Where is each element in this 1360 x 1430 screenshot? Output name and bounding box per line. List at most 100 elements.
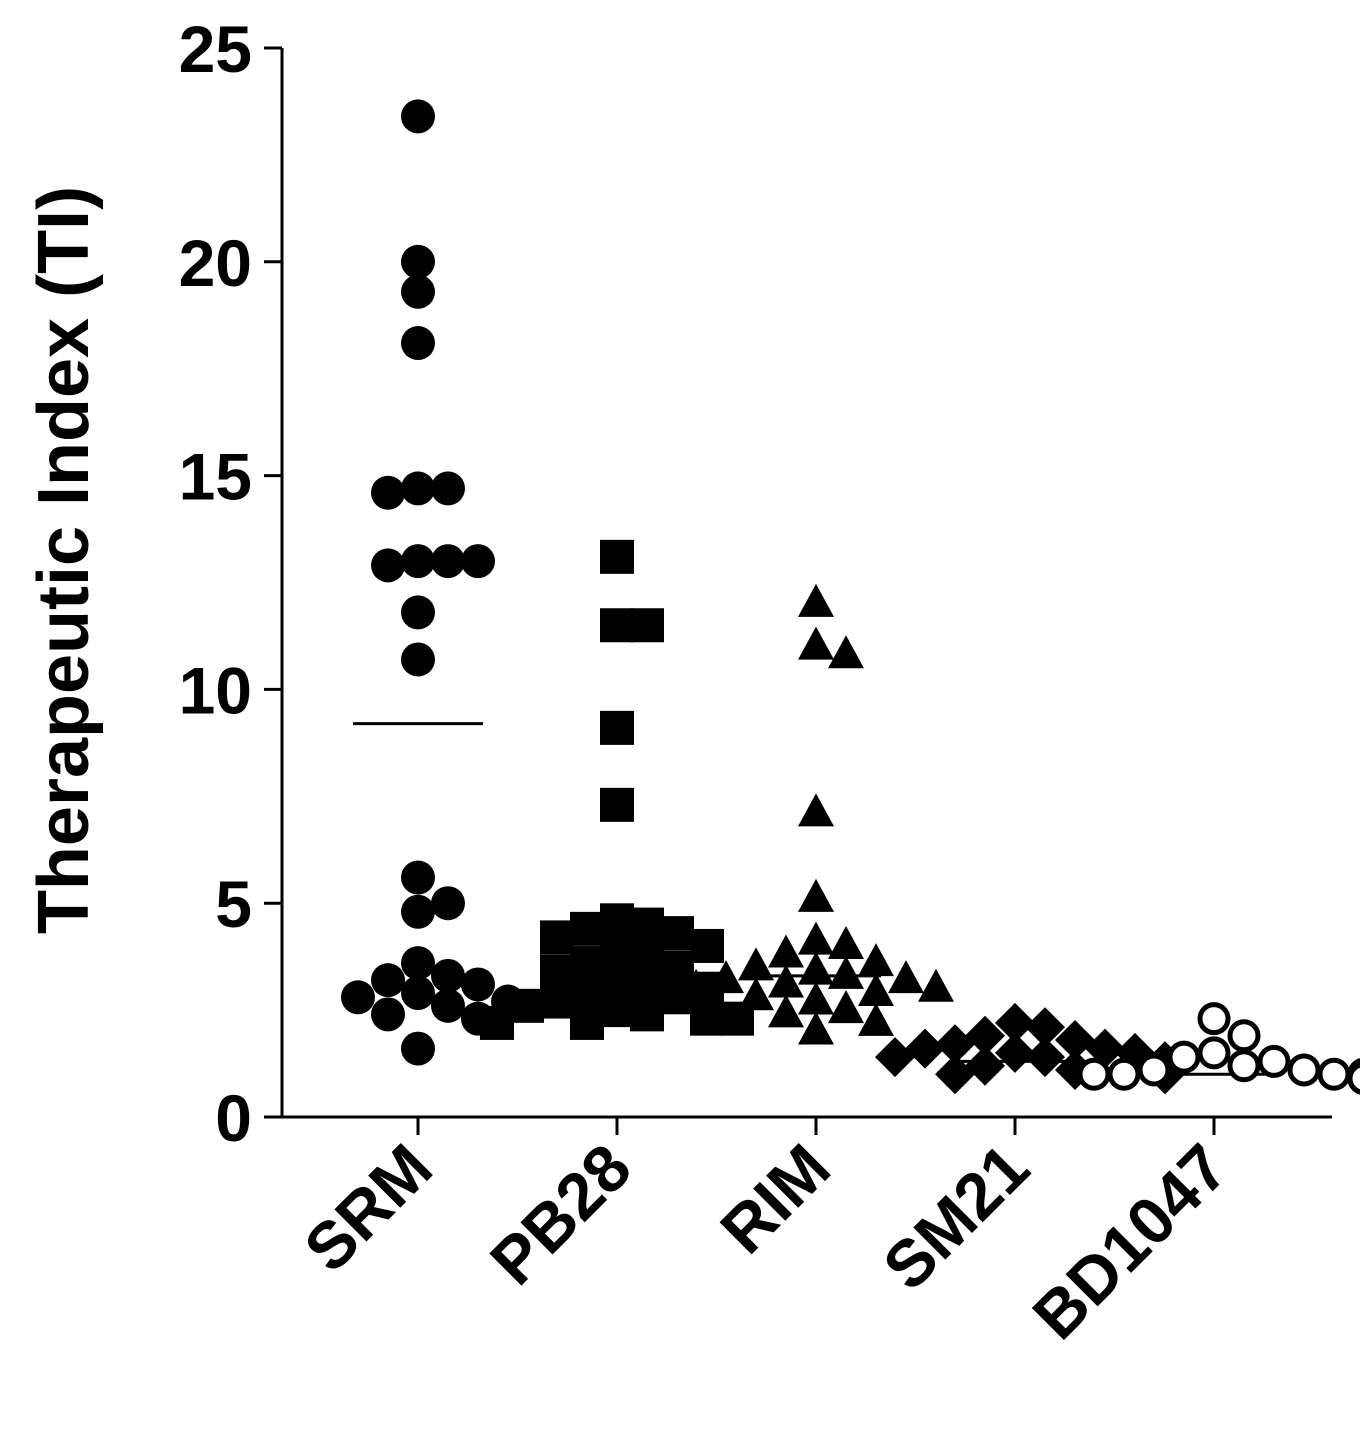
data-point-pb28 <box>690 928 724 963</box>
data-point-srm <box>401 326 435 361</box>
data-point-sm21 <box>1025 1037 1065 1078</box>
data-point-sm21 <box>995 1002 1035 1043</box>
data-point-sm21 <box>935 1054 975 1095</box>
data-point-rim <box>738 977 774 1011</box>
x-tick-label: SRM <box>290 1130 446 1286</box>
data-point-pb28 <box>600 963 634 998</box>
y-tick-label: 10 <box>179 653 252 727</box>
data-point-rim <box>828 635 864 669</box>
data-point-rim <box>828 990 864 1024</box>
data-point-srm <box>431 544 465 579</box>
data-point-srm <box>401 894 435 929</box>
y-tick-label: 25 <box>179 12 252 86</box>
y-tick-label: 0 <box>215 1081 252 1155</box>
data-point-pb28 <box>540 984 574 1019</box>
data-point-rim <box>708 960 744 994</box>
data-point-pb28 <box>630 997 664 1032</box>
data-point-pb28 <box>690 1001 724 1036</box>
data-point-rim <box>798 583 834 617</box>
data-point-pb28 <box>630 907 664 942</box>
data-point-sm21 <box>935 1024 975 1065</box>
data-point-bd1047 <box>1167 1040 1201 1074</box>
data-point-bd1047 <box>1107 1057 1141 1091</box>
data-point-rim <box>798 626 834 660</box>
data-point-pb28 <box>660 916 694 951</box>
data-point-pb28 <box>600 903 634 938</box>
axes <box>280 48 1332 1119</box>
data-point-pb28 <box>600 933 634 968</box>
data-point-rim <box>828 955 864 989</box>
y-axis-label: Therapeutic Index (TI) <box>24 186 104 934</box>
data-point-pb28 <box>570 946 604 981</box>
data-point-rim <box>798 878 834 912</box>
y-tick-label: 15 <box>179 440 252 514</box>
data-point-pb28 <box>570 911 604 946</box>
data-point-bd1047 <box>1197 1036 1231 1070</box>
data-point-pb28 <box>480 1005 514 1040</box>
data-point-srm <box>371 548 405 583</box>
data-point-rim <box>768 934 804 968</box>
data-point-pb28 <box>600 539 634 574</box>
data-point-rim <box>678 968 714 1002</box>
data-point-bd1047 <box>1257 1044 1291 1078</box>
data-point-srm <box>401 244 435 279</box>
data-point-srm <box>371 963 405 998</box>
data-point-srm <box>401 99 435 134</box>
data-point-pb28 <box>570 975 604 1010</box>
data-point-srm <box>401 595 435 630</box>
x-tick-label: BD1047 <box>1018 1130 1242 1354</box>
data-point-rim <box>858 943 894 977</box>
data-point-bd1047 <box>1227 1019 1261 1053</box>
x-tick-label: RIM <box>706 1130 844 1268</box>
data-point-rim <box>858 972 894 1006</box>
x-tick-label: PB28 <box>476 1130 645 1299</box>
data-point-sm21 <box>905 1028 945 1069</box>
data-point-rim <box>798 1011 834 1045</box>
data-point-srm <box>401 860 435 895</box>
y-ticks: 0 5 10 15 20 25 <box>179 12 282 1155</box>
data-point-rim <box>768 994 804 1028</box>
data-point-pb28 <box>570 1005 604 1040</box>
data-point-srm <box>461 967 495 1002</box>
data-point-srm <box>461 544 495 579</box>
data-point-rim <box>798 981 834 1015</box>
data-point-pb28 <box>660 950 694 985</box>
data-point-rim <box>798 951 834 985</box>
data-point-srm <box>401 975 435 1010</box>
data-point-pb28 <box>630 967 664 1002</box>
data-point-rim <box>918 968 954 1002</box>
data-point-pb28 <box>540 954 574 989</box>
data-point-rim <box>798 921 834 955</box>
data-point-pb28 <box>600 787 634 822</box>
data-point-srm <box>431 886 465 921</box>
data-point-rim <box>828 925 864 959</box>
data-point-bd1047 <box>1077 1057 1111 1091</box>
data-point-rim <box>738 947 774 981</box>
data-point-srm <box>401 1031 435 1066</box>
data-point-bd1047 <box>1317 1057 1351 1091</box>
data-point-pb28 <box>540 920 574 955</box>
data-point-srm <box>341 980 375 1015</box>
data-point-sm21 <box>875 1037 915 1078</box>
data-point-srm <box>431 958 465 993</box>
data-point-pb28 <box>630 608 664 643</box>
data-point-bd1047 <box>1287 1053 1321 1087</box>
data-point-pb28 <box>600 608 634 643</box>
data-point-sm21 <box>995 1032 1035 1073</box>
data-point-pb28 <box>630 937 664 972</box>
data-point-srm <box>401 544 435 579</box>
y-tick-label: 5 <box>215 867 252 941</box>
data-point-srm <box>431 988 465 1023</box>
y-tick-label: 20 <box>179 226 252 300</box>
data-point-srm <box>401 946 435 981</box>
data-point-srm <box>371 997 405 1032</box>
data-point-rim <box>888 960 924 994</box>
data-point-sm21 <box>1025 1007 1065 1048</box>
x-tick-label: SM21 <box>869 1130 1043 1304</box>
data-point-bd1047 <box>1227 1049 1261 1083</box>
data-point-pb28 <box>600 993 634 1028</box>
data-point-srm <box>371 475 405 510</box>
